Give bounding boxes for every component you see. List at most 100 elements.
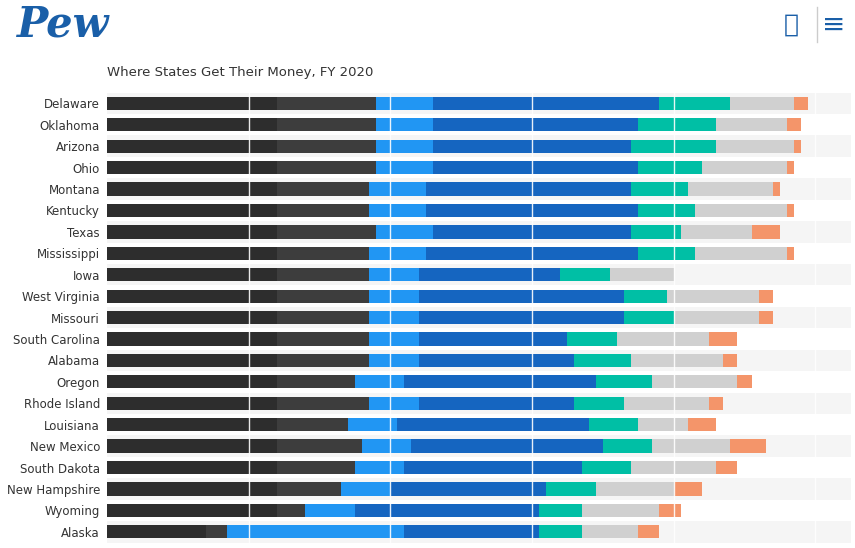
Bar <box>362 439 411 453</box>
Bar <box>659 504 681 517</box>
Bar <box>107 204 277 217</box>
Bar <box>355 375 404 389</box>
Bar <box>107 96 277 110</box>
Bar <box>652 375 737 389</box>
Bar <box>107 157 851 178</box>
Bar <box>376 140 433 153</box>
Bar <box>369 268 419 281</box>
Bar <box>568 439 603 453</box>
Bar <box>695 204 787 217</box>
Bar <box>787 161 794 174</box>
Bar <box>419 268 518 281</box>
Bar <box>369 332 419 346</box>
Bar <box>376 96 433 110</box>
Bar <box>652 439 730 453</box>
Bar <box>107 414 851 436</box>
Bar <box>107 418 277 431</box>
Bar <box>206 525 227 539</box>
Bar <box>730 439 766 453</box>
Bar <box>695 247 787 260</box>
Bar <box>631 354 723 367</box>
Bar <box>716 140 794 153</box>
Bar <box>277 289 369 303</box>
Bar <box>107 332 277 346</box>
Bar <box>277 461 355 474</box>
Bar <box>581 461 631 474</box>
Bar <box>277 311 369 324</box>
Bar <box>107 118 277 132</box>
Bar <box>518 268 560 281</box>
Bar <box>107 350 851 371</box>
Bar <box>687 182 773 196</box>
Bar <box>277 439 362 453</box>
Bar <box>419 332 568 346</box>
Bar <box>107 504 277 517</box>
Bar <box>107 482 277 495</box>
Bar <box>107 461 277 474</box>
Bar <box>277 397 369 410</box>
Bar <box>419 289 624 303</box>
Bar <box>794 140 801 153</box>
Bar <box>277 482 340 495</box>
Bar <box>716 118 787 132</box>
Bar <box>107 354 277 367</box>
Bar <box>581 525 638 539</box>
Text: ⌕: ⌕ <box>783 13 799 37</box>
Bar <box>277 96 376 110</box>
Bar <box>107 247 277 260</box>
Bar <box>107 439 277 453</box>
Bar <box>107 135 851 157</box>
Bar <box>369 182 426 196</box>
Bar <box>340 482 390 495</box>
Bar <box>107 225 277 238</box>
Bar <box>369 354 419 367</box>
Text: Where States Get Their Money, FY 2020: Where States Get Their Money, FY 2020 <box>107 66 374 78</box>
Bar <box>596 482 674 495</box>
Bar <box>596 375 652 389</box>
Bar <box>277 332 369 346</box>
Bar <box>107 268 277 281</box>
Bar <box>610 268 674 281</box>
Bar <box>624 397 709 410</box>
Bar <box>107 286 851 307</box>
Bar <box>730 96 794 110</box>
Bar <box>667 289 758 303</box>
Bar <box>277 354 369 367</box>
Bar <box>107 161 277 174</box>
Bar <box>737 375 752 389</box>
Bar <box>560 375 596 389</box>
Bar <box>539 525 581 539</box>
Bar <box>305 504 355 517</box>
Bar <box>603 439 652 453</box>
Bar <box>277 140 376 153</box>
Bar <box>617 332 709 346</box>
Bar <box>277 247 369 260</box>
Bar <box>107 375 277 389</box>
Bar <box>398 418 588 431</box>
Bar <box>794 96 808 110</box>
Bar <box>624 311 674 324</box>
Bar <box>681 225 752 238</box>
Bar <box>404 461 581 474</box>
Bar <box>107 114 851 135</box>
Bar <box>376 225 433 238</box>
Bar <box>433 225 631 238</box>
Bar <box>107 328 851 350</box>
Bar <box>433 140 631 153</box>
Bar <box>433 96 646 110</box>
Bar <box>426 204 638 217</box>
Bar <box>419 354 575 367</box>
Bar <box>355 461 404 474</box>
Bar <box>631 182 687 196</box>
Bar <box>758 311 773 324</box>
Bar <box>426 247 638 260</box>
Bar <box>107 178 851 199</box>
Bar <box>568 332 617 346</box>
Bar <box>277 204 369 217</box>
Bar <box>638 247 695 260</box>
Bar <box>773 182 780 196</box>
Bar <box>575 397 624 410</box>
Bar <box>631 225 681 238</box>
Bar <box>107 436 851 457</box>
Bar <box>638 418 687 431</box>
